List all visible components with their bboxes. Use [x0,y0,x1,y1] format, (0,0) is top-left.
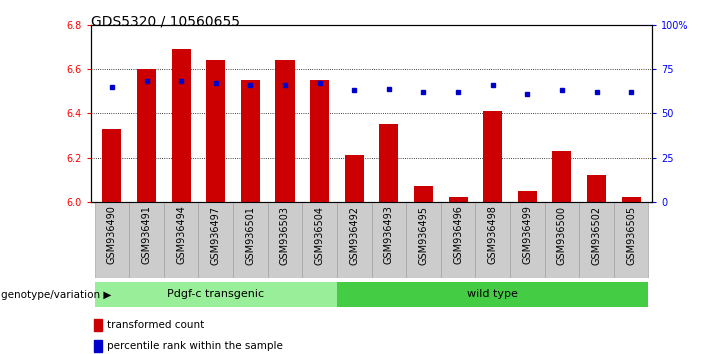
Bar [552,151,571,202]
Text: GSM936492: GSM936492 [349,206,359,264]
Bar [475,202,510,278]
Bar [379,124,398,202]
Bar [614,202,648,278]
Bar [441,202,475,278]
Bar [233,202,268,278]
Text: GSM936502: GSM936502 [592,206,601,265]
Bar [268,202,302,278]
Text: GSM936505: GSM936505 [626,206,637,265]
Text: GSM936496: GSM936496 [453,206,463,264]
Text: GSM936500: GSM936500 [557,206,567,264]
Bar [579,202,614,278]
Bar [275,60,294,202]
Text: GSM936499: GSM936499 [522,206,532,264]
Bar [337,202,372,278]
Bar [94,319,102,331]
Bar [302,202,337,278]
Bar [198,202,233,278]
Text: GSM936501: GSM936501 [245,206,255,264]
Bar [137,69,156,202]
Text: Pdgf-c transgenic: Pdgf-c transgenic [168,289,264,299]
Bar [337,282,648,307]
Bar [310,80,329,202]
Bar [102,129,121,202]
Text: GSM936497: GSM936497 [211,206,221,264]
Bar [449,198,468,202]
Bar [94,340,102,352]
Bar [510,202,545,278]
Bar [95,282,337,307]
Bar [622,198,641,202]
Bar [206,60,225,202]
Text: percentile rank within the sample: percentile rank within the sample [107,341,283,351]
Text: GSM936494: GSM936494 [176,206,186,264]
Bar [164,202,198,278]
Bar [95,202,129,278]
Bar [545,202,579,278]
Bar [129,202,164,278]
Text: GSM936504: GSM936504 [315,206,325,264]
Bar [241,80,260,202]
Bar [518,191,537,202]
Bar [414,186,433,202]
Bar [345,155,364,202]
Text: genotype/variation ▶: genotype/variation ▶ [1,290,111,300]
Bar [172,49,191,202]
Bar [406,202,441,278]
Text: GSM936495: GSM936495 [418,206,428,264]
Bar [372,202,406,278]
Text: GSM936491: GSM936491 [142,206,151,264]
Text: GSM936503: GSM936503 [280,206,290,264]
Bar [483,111,502,202]
Text: GSM936490: GSM936490 [107,206,117,264]
Bar [587,175,606,202]
Text: wild type: wild type [468,289,518,299]
Text: transformed count: transformed count [107,320,204,330]
Text: GSM936493: GSM936493 [384,206,394,264]
Text: GDS5320 / 10560655: GDS5320 / 10560655 [91,14,240,28]
Text: GSM936498: GSM936498 [488,206,498,264]
